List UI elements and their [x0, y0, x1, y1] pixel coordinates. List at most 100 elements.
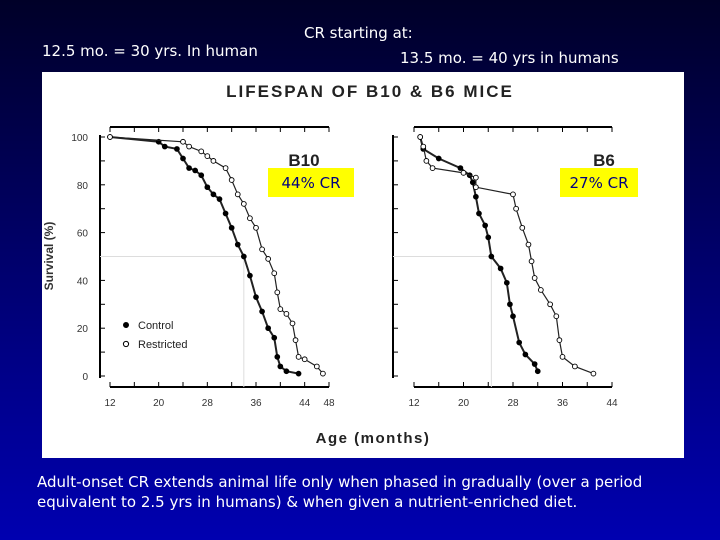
data-point-control [174, 146, 180, 152]
data-point-control [473, 193, 479, 200]
data-point-control [482, 222, 489, 229]
x-tick-label: 20 [458, 398, 470, 409]
data-point-restricted [265, 256, 272, 262]
x-tick-label: 28 [202, 398, 214, 409]
data-point-restricted [528, 258, 535, 265]
data-point-control [216, 196, 223, 202]
data-point-restricted [420, 143, 427, 150]
data-point-restricted [107, 134, 113, 140]
data-point-restricted [423, 158, 430, 164]
data-point-restricted [204, 153, 211, 159]
data-point-restricted [295, 354, 302, 360]
cr-percentage-label: 44% CR [281, 174, 340, 192]
data-point-restricted [222, 165, 229, 171]
data-point-restricted [531, 275, 538, 281]
legend-label-control: Control [138, 320, 173, 332]
data-point-control [234, 241, 241, 248]
data-point-restricted [274, 289, 281, 296]
data-point-restricted [247, 215, 253, 222]
data-point-restricted [259, 246, 265, 253]
data-point-control [522, 351, 529, 358]
data-point-restricted [513, 205, 519, 212]
y-tick-label: 60 [77, 229, 89, 240]
data-point-restricted [460, 170, 467, 176]
legend-label-restricted: Restricted [138, 339, 188, 351]
data-point-restricted [313, 363, 320, 370]
data-point-control [253, 294, 259, 300]
data-point-control [534, 368, 541, 375]
data-point-control [469, 179, 476, 186]
cr-percentage-label: 27% CR [569, 174, 628, 192]
y-axis-label: Survival (%) [42, 222, 56, 291]
data-point-control [503, 279, 510, 286]
data-point-control [516, 339, 523, 346]
data-point-restricted [186, 143, 192, 150]
chart-title: LIFESPAN OF B10 & B6 MICE [226, 82, 514, 101]
data-point-control [497, 265, 504, 272]
x-tick-label: 20 [153, 398, 165, 409]
data-point-restricted [234, 191, 241, 198]
y-tick-label: 20 [77, 324, 89, 335]
data-point-restricted [473, 174, 479, 181]
data-point-restricted [271, 270, 278, 277]
y-tick-label: 0 [82, 372, 88, 383]
x-tick-label: 36 [250, 398, 262, 409]
x-tick-label: 12 [104, 398, 116, 409]
data-point-restricted [572, 363, 578, 370]
highlight-box [268, 168, 354, 197]
data-point-restricted [292, 337, 299, 344]
data-point-control [485, 234, 492, 241]
panel-label: B10 [288, 151, 319, 170]
data-point-control [283, 368, 290, 375]
data-point-restricted [277, 306, 284, 312]
data-point-control [228, 224, 235, 231]
data-point-control [457, 165, 464, 171]
legend-marker-restricted [122, 340, 130, 348]
data-point-control [192, 167, 199, 174]
data-point-restricted [289, 320, 296, 327]
data-point-control [204, 184, 211, 191]
chart-panel [42, 72, 684, 458]
data-point-restricted [210, 158, 217, 164]
data-point-restricted [553, 313, 560, 320]
data-point-restricted [429, 165, 436, 171]
data-point-control [274, 354, 281, 360]
median-guide-line [393, 256, 492, 387]
data-point-control [210, 191, 217, 198]
data-point-control [198, 172, 205, 179]
data-point-restricted [228, 177, 235, 183]
data-point-restricted [525, 241, 532, 248]
right-note: 13.5 mo. = 40 yrs in humans [400, 49, 619, 67]
x-tick-label: 12 [408, 398, 420, 409]
data-point-restricted [537, 287, 544, 293]
data-point-control [488, 253, 495, 260]
data-point-restricted [253, 224, 259, 231]
data-point-control [295, 370, 302, 377]
data-point-restricted [556, 337, 563, 344]
data-point-restricted [510, 191, 516, 198]
x-tick-label: 44 [299, 398, 311, 409]
x-tick-label: 36 [557, 398, 569, 409]
data-point-restricted [283, 311, 290, 317]
data-point-control [161, 143, 168, 150]
data-point-restricted [301, 356, 308, 363]
y-tick-label: 40 [77, 276, 89, 287]
data-point-control [271, 334, 278, 341]
data-point-control [222, 210, 229, 217]
x-tick-label: 48 [323, 398, 335, 409]
x-tick-label: 28 [507, 398, 519, 409]
data-point-restricted [417, 134, 424, 140]
data-point-restricted [473, 184, 479, 191]
data-point-control [435, 155, 442, 162]
x-tick-label: 44 [606, 398, 618, 409]
data-point-control [247, 272, 253, 279]
data-point-control [240, 253, 247, 260]
data-point-control [265, 325, 272, 332]
x-axis-label: Age (months) [316, 430, 431, 447]
left-note: 12.5 mo. = 30 yrs. In human [42, 42, 258, 60]
data-point-restricted [559, 354, 566, 360]
panel-label: B6 [593, 151, 615, 170]
data-point-restricted [180, 138, 186, 145]
slide-caption: Adult-onset CR extends animal life only … [37, 473, 643, 511]
